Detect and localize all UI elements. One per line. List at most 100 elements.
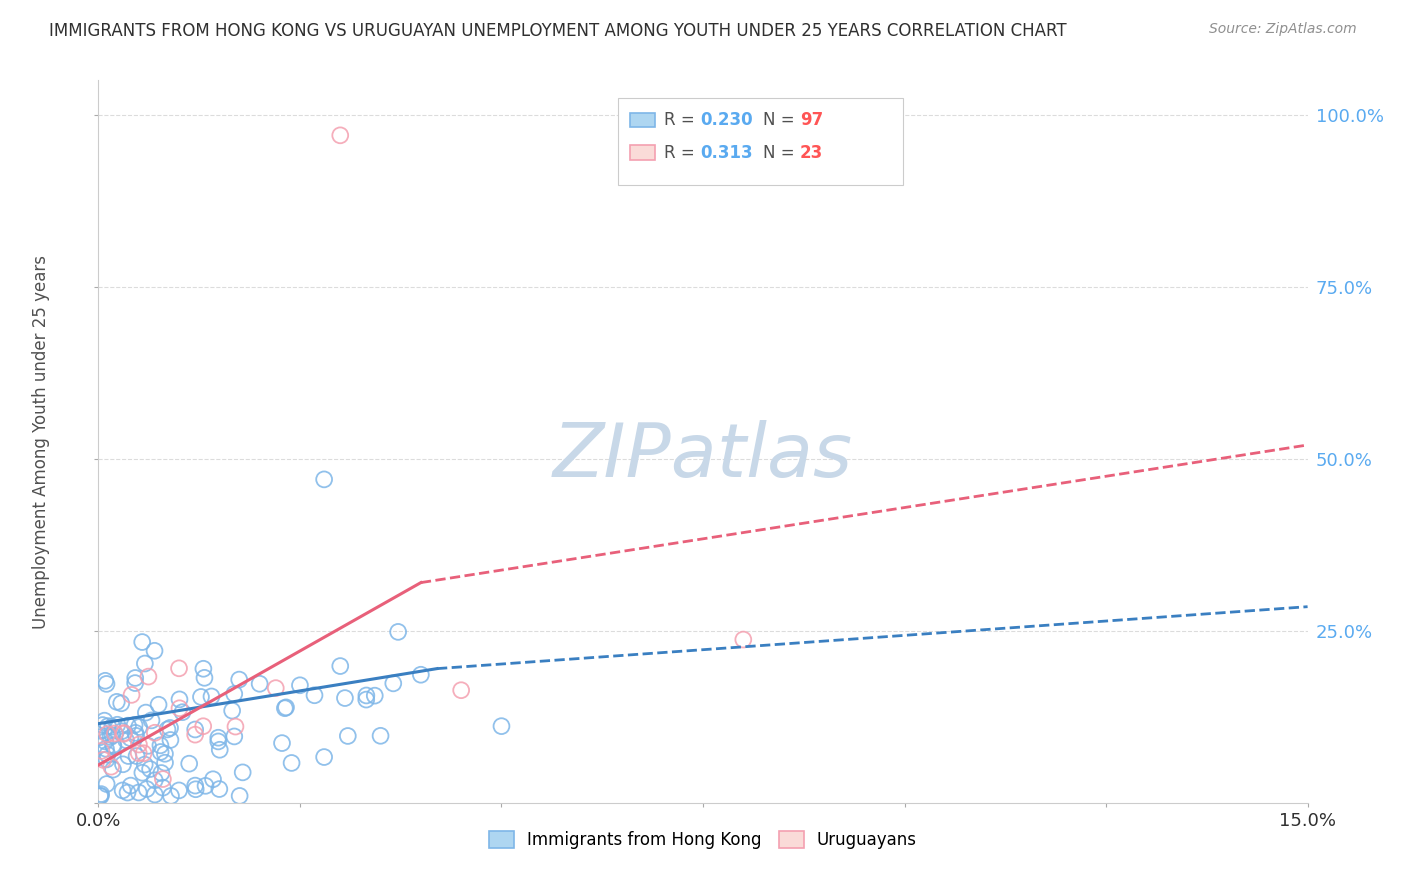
Point — [100, 730, 122, 744]
Point — [143, 725, 166, 739]
Point — [100, 759, 122, 773]
Bar — [630, 112, 655, 128]
Point — [387, 624, 409, 639]
Point — [153, 756, 176, 770]
Point — [124, 718, 146, 732]
Point — [207, 734, 229, 748]
Point — [97, 719, 120, 733]
Point — [101, 763, 124, 777]
Point — [184, 728, 207, 742]
Point — [128, 785, 150, 799]
Point — [280, 756, 302, 770]
Point — [336, 729, 359, 743]
Point — [104, 726, 127, 740]
Point — [274, 700, 297, 714]
Point — [149, 745, 172, 759]
Point — [132, 746, 155, 760]
Point — [202, 772, 225, 787]
Point — [90, 789, 112, 803]
Point — [89, 730, 111, 744]
Point — [160, 789, 183, 803]
Point — [149, 739, 172, 753]
Point — [224, 730, 246, 744]
Point — [128, 746, 150, 760]
Point — [131, 635, 153, 649]
Point — [208, 743, 231, 757]
Point — [184, 723, 207, 737]
Point — [124, 676, 146, 690]
Point — [89, 723, 111, 738]
Point — [288, 678, 311, 692]
Point — [96, 777, 118, 791]
Point — [120, 731, 142, 745]
Point — [221, 704, 243, 718]
Point — [111, 724, 134, 739]
Point — [333, 691, 356, 706]
Point — [125, 729, 148, 743]
Point — [264, 681, 287, 695]
Point — [124, 726, 146, 740]
Point — [134, 757, 156, 772]
Point — [208, 782, 231, 797]
Point — [179, 756, 201, 771]
Point — [207, 731, 229, 745]
Point — [124, 671, 146, 685]
Point — [224, 687, 246, 701]
Point — [120, 779, 142, 793]
Point — [101, 738, 124, 752]
Text: Source: ZipAtlas.com: Source: ZipAtlas.com — [1209, 22, 1357, 37]
Text: ZIPatlas: ZIPatlas — [553, 420, 853, 492]
Point — [112, 727, 135, 741]
Point — [139, 762, 162, 776]
Point — [96, 752, 118, 766]
Point — [156, 723, 179, 737]
Point — [135, 782, 157, 797]
Point — [364, 689, 387, 703]
Text: 0.230: 0.230 — [700, 111, 754, 129]
Point — [382, 676, 405, 690]
Point — [94, 734, 117, 748]
Point — [91, 753, 114, 767]
Point — [143, 773, 166, 788]
Point — [232, 765, 254, 780]
Point — [159, 733, 181, 747]
Text: N =: N = — [763, 144, 800, 161]
Text: 0.313: 0.313 — [700, 144, 754, 161]
Point — [101, 720, 124, 734]
Point — [105, 718, 128, 732]
Point — [274, 701, 297, 715]
Point — [314, 472, 336, 486]
Point — [200, 690, 222, 704]
Point — [90, 744, 112, 758]
Text: R =: R = — [664, 111, 700, 129]
Text: 97: 97 — [800, 111, 823, 129]
Point — [117, 749, 139, 764]
Point — [184, 782, 207, 797]
Point — [153, 747, 176, 761]
Point — [354, 692, 377, 706]
Point — [491, 719, 513, 733]
Point — [329, 128, 352, 143]
Point — [169, 692, 191, 706]
Point — [733, 632, 755, 647]
Point — [96, 747, 118, 762]
Point — [93, 714, 115, 728]
Point — [314, 750, 336, 764]
Point — [125, 749, 148, 764]
Point — [96, 677, 118, 691]
FancyBboxPatch shape — [619, 98, 903, 185]
Point — [96, 727, 118, 741]
Point — [224, 720, 246, 734]
Point — [101, 728, 124, 742]
Point — [93, 723, 115, 738]
Point — [271, 736, 294, 750]
Point — [90, 787, 112, 801]
Point — [134, 657, 156, 671]
Point — [103, 739, 125, 754]
Point — [143, 644, 166, 658]
Point — [89, 789, 111, 803]
Point — [159, 721, 181, 735]
Point — [111, 783, 134, 797]
Point — [150, 766, 173, 780]
Point — [143, 788, 166, 802]
